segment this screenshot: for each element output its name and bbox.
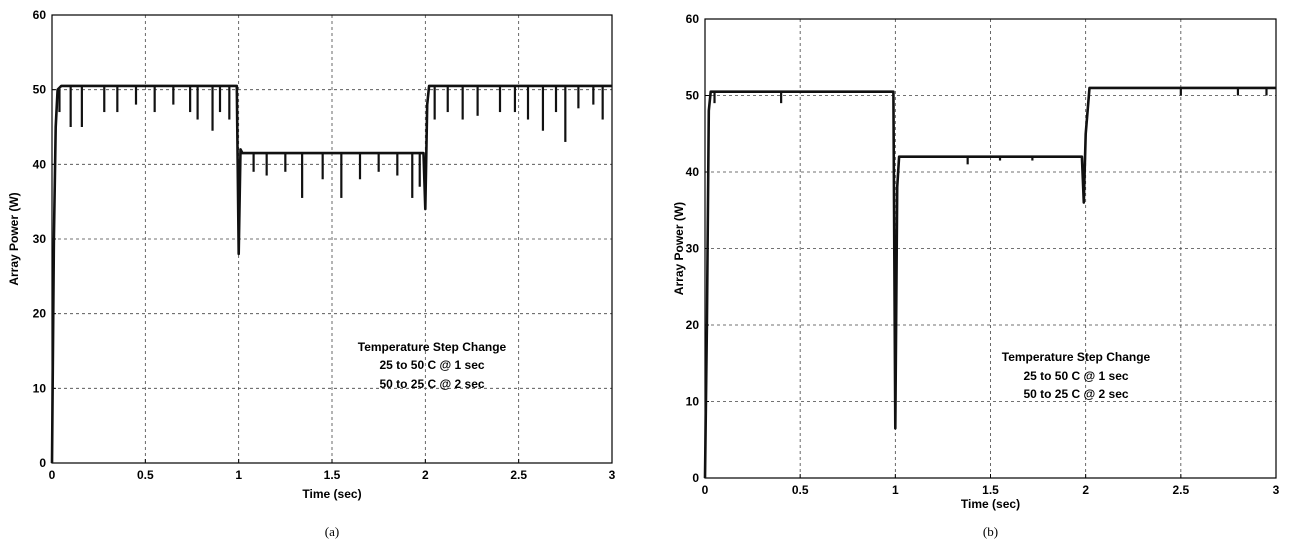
x-tick-label: 0.5 [137, 468, 154, 482]
x-tick-label: 2.5 [1172, 483, 1189, 497]
x-tick-label: 0 [49, 468, 56, 482]
x-tick-label: 2.5 [510, 468, 527, 482]
y-axis-label: Array Power (W) [672, 202, 686, 295]
annotation-line: 25 to 50 C @ 1 sec [379, 358, 484, 372]
x-tick-label: 0 [702, 483, 709, 497]
y-tick-label: 30 [33, 232, 47, 246]
x-tick-label: 3 [609, 468, 616, 482]
x-axis-label: Time (sec) [302, 487, 361, 501]
y-tick-label: 40 [33, 157, 47, 171]
series-line [703, 86, 1276, 479]
x-tick-label: 1 [892, 483, 899, 497]
panel-caption: (a) [325, 524, 339, 539]
y-tick-label: 0 [692, 471, 699, 485]
x-tick-label: 1 [235, 468, 242, 482]
annotation-line: Temperature Step Change [1002, 350, 1151, 364]
panel-caption: (b) [983, 524, 998, 539]
x-tick-label: 3 [1273, 483, 1280, 497]
y-tick-label: 50 [686, 89, 700, 103]
y-tick-label: 40 [686, 165, 700, 179]
y-tick-label: 0 [39, 456, 46, 470]
annotation-line: 50 to 25 C @ 2 sec [379, 377, 484, 391]
annotation-line: 50 to 25 C @ 2 sec [1023, 387, 1128, 401]
annotation-line: 25 to 50 C @ 1 sec [1023, 369, 1128, 383]
x-tick-label: 1.5 [324, 468, 341, 482]
y-tick-label: 60 [686, 12, 700, 26]
x-tick-label: 2 [1082, 483, 1089, 497]
y-tick-label: 10 [686, 395, 700, 409]
y-tick-label: 60 [33, 8, 47, 22]
x-axis-label: Time (sec) [961, 497, 1020, 511]
annotation-line: Temperature Step Change [358, 340, 507, 354]
y-tick-label: 20 [33, 307, 47, 321]
series-line [50, 84, 612, 464]
y-axis-label: Array Power (W) [7, 192, 21, 285]
x-tick-label: 2 [422, 468, 429, 482]
y-tick-label: 10 [33, 381, 47, 395]
x-tick-label: 0.5 [792, 483, 809, 497]
y-tick-label: 30 [686, 242, 700, 256]
x-tick-label: 1.5 [982, 483, 999, 497]
y-tick-label: 50 [33, 83, 47, 97]
y-tick-label: 20 [686, 318, 700, 332]
